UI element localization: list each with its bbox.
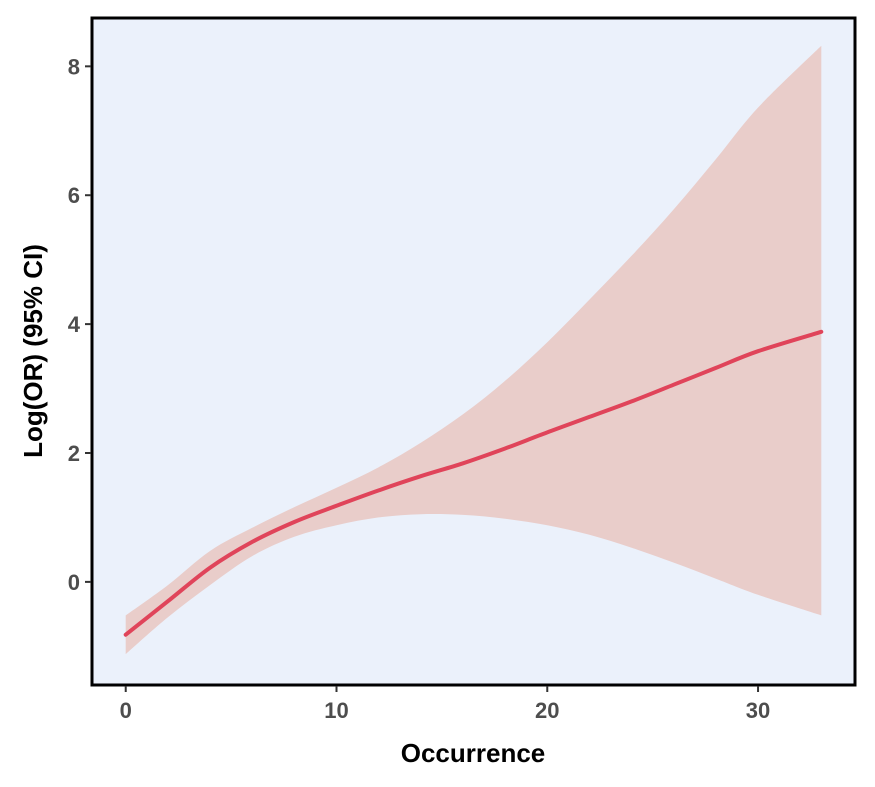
- y-axis-title: Log(OR) (95% CI): [18, 244, 48, 458]
- x-axis-title: Occurrence: [401, 738, 546, 768]
- y-tick-label: 4: [68, 312, 81, 337]
- y-tick-label: 8: [68, 54, 80, 79]
- plot-border: [90, 16, 857, 687]
- confidence-band-layer: [125, 45, 822, 655]
- y-tick-label: 6: [68, 183, 80, 208]
- fit-line-layer: [123, 329, 824, 637]
- x-tick-label: 10: [324, 698, 348, 723]
- x-axis-ticks: 0 10 20 30: [120, 686, 770, 723]
- fit-line: [123, 329, 824, 637]
- y-tick-label: 2: [68, 441, 80, 466]
- confidence-band: [125, 45, 822, 655]
- x-tick-label: 0: [120, 698, 132, 723]
- x-tick-label: 20: [535, 698, 559, 723]
- y-axis-ticks: 0 2 4 6 8: [68, 54, 91, 595]
- y-tick-label: 0: [68, 570, 80, 595]
- x-tick-label: 30: [746, 698, 770, 723]
